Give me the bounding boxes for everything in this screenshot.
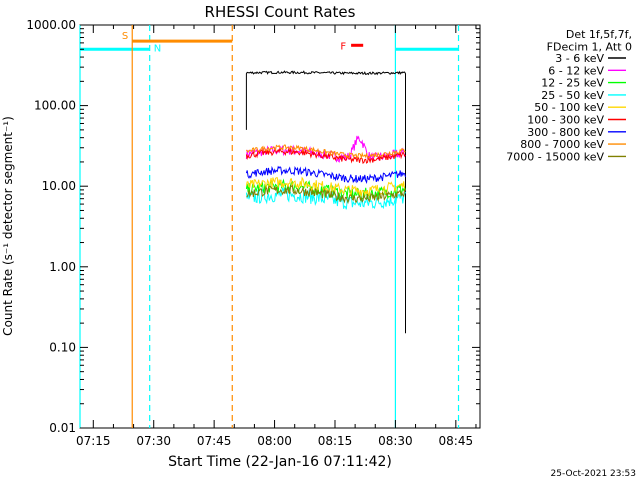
series-line xyxy=(246,184,406,205)
y-tick-label: 10.00 xyxy=(42,179,76,193)
legend-entry-label: 300 - 800 keV xyxy=(527,126,604,139)
chart-title: RHESSI Count Rates xyxy=(205,3,356,21)
y-tick-label: 100.00 xyxy=(34,99,76,113)
x-tick-label: 08:00 xyxy=(257,434,292,448)
y-axis-label: Count Rate (s⁻¹ detector segment⁻¹) xyxy=(1,116,15,336)
x-tick-label: 08:15 xyxy=(318,434,353,448)
series-line xyxy=(245,176,406,197)
y-tick-label: 0.01 xyxy=(49,421,76,435)
legend-entry-label: 7000 - 15000 keV xyxy=(506,150,604,163)
series-line xyxy=(245,178,406,201)
plot-frame xyxy=(79,24,481,429)
x-axis-label: Start Time (22-Jan-16 07:11:42) xyxy=(168,454,392,470)
series-line xyxy=(245,165,406,185)
legend-header-line: FDecim 1, Att 0 xyxy=(547,40,632,53)
x-tick-label: 08:30 xyxy=(378,434,413,448)
legend-entry-label: 800 - 7000 keV xyxy=(520,138,604,151)
y-tick-label: 1.00 xyxy=(49,260,76,274)
series-line xyxy=(245,70,406,334)
y-tick-label: 0.10 xyxy=(49,340,76,354)
legend-entry-label: 3 - 6 keV xyxy=(555,52,604,65)
x-tick-label: 07:15 xyxy=(76,434,111,448)
legend-entry-label: 50 - 100 keV xyxy=(534,101,604,114)
legend-entry-label: 6 - 12 keV xyxy=(548,64,604,77)
x-tick-label: 07:45 xyxy=(197,434,232,448)
x-tick-label: 07:30 xyxy=(136,434,171,448)
x-tick-label: 08:45 xyxy=(439,434,474,448)
y-tick-label: 1000.00 xyxy=(26,18,76,32)
flare-marker-label: F xyxy=(340,41,346,52)
legend-entry-label: 25 - 50 keV xyxy=(541,89,604,102)
footer-timestamp: 25-Oct-2021 23:53 xyxy=(551,469,636,479)
legend-entry-label: 100 - 300 keV xyxy=(527,114,604,127)
series-line xyxy=(245,144,406,160)
legend-header-line: Det 1f,5f,7f, xyxy=(566,28,632,41)
night-marker-label: N xyxy=(154,43,161,54)
legend-entry-label: 12 - 25 keV xyxy=(541,77,604,90)
saa-marker-label: S xyxy=(122,31,128,42)
